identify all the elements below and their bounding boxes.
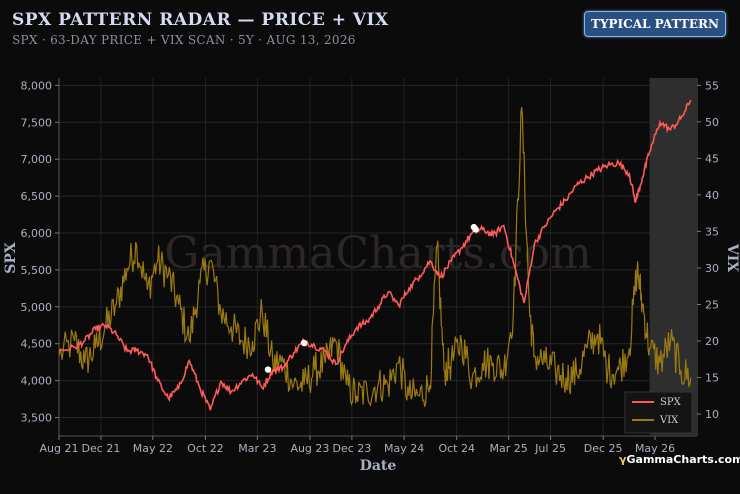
y-tick-label: 4,000 [21, 375, 53, 388]
vix-series [58, 107, 692, 407]
typical-pattern-badge[interactable]: TYPICAL PATTERN [584, 11, 726, 37]
vix-line [58, 107, 692, 407]
x-tick-label: Mar 23 [238, 442, 276, 455]
legend-vix-label: VIX [659, 415, 679, 426]
pattern-marker [264, 366, 272, 373]
y-tick-label: 6,500 [21, 190, 53, 203]
pattern-markers [264, 223, 479, 373]
y2-tick-label: 25 [705, 298, 719, 311]
x-tick-label: Aug 23 [290, 442, 329, 455]
x-tick-label: Dec 23 [332, 442, 371, 455]
x-tick-label: Jul 25 [534, 442, 566, 455]
y-axis-label: SPX [3, 242, 19, 274]
y2-axis-label: VIX [724, 243, 740, 272]
y-tick-label: 3,500 [21, 412, 53, 425]
y2-tick-label: 30 [705, 262, 719, 275]
spx-line [58, 99, 692, 411]
legend: SPX VIX [624, 391, 693, 434]
spx-series [58, 99, 692, 411]
y2-axis-ticks: 10 15 20 25 30 35 40 45 50 55 [697, 79, 719, 421]
y-tick-label: 5,000 [21, 301, 53, 314]
y2-tick-label: 15 [705, 372, 719, 385]
y-tick-label: 7,500 [21, 116, 53, 129]
x-tick-label: Dec 25 [584, 442, 623, 455]
pattern-marker [472, 226, 479, 233]
y-tick-label: 8,000 [21, 79, 53, 92]
x-tick-label: Mar 25 [490, 442, 528, 455]
x-tick-label: Oct 24 [438, 442, 475, 455]
gamma-icon: γ [619, 453, 627, 466]
y2-tick-label: 35 [705, 225, 719, 238]
x-axis-label: Date [360, 458, 397, 474]
y-axis-ticks: 3,500 4,000 4,500 5,000 5,500 6,000 6,500 7,000… [21, 79, 59, 425]
y2-tick-label: 50 [705, 116, 719, 129]
x-tick-label: Aug 21 [40, 442, 79, 455]
x-axis-ticks: Aug 21 Dec 21 May 22 Oct 22 Mar 23 Aug 23 Dec … [40, 436, 675, 455]
x-tick-label: May 26 [635, 442, 675, 455]
brand-logo: γGammaCharts.com [619, 453, 740, 466]
chart-subtitle: SPX · 63-DAY PRICE + VIX SCAN · 5Y · AUG… [12, 33, 356, 47]
chart-title: SPX PATTERN RADAR — PRICE + VIX [12, 10, 389, 30]
y2-tick-label: 20 [705, 335, 719, 348]
y-tick-label: 4,500 [21, 338, 53, 351]
x-tick-label: May 22 [133, 442, 173, 455]
pattern-marker [300, 339, 308, 347]
watermark-text: GammaCharts.com [164, 228, 591, 279]
y2-tick-label: 10 [705, 408, 719, 421]
y-tick-label: 6,000 [21, 227, 53, 240]
legend-spx-label: SPX [660, 397, 682, 408]
y2-tick-label: 45 [705, 152, 719, 165]
y-tick-label: 7,000 [21, 153, 53, 166]
highlight-region [649, 78, 697, 436]
x-tick-label: May 24 [384, 442, 424, 455]
y-tick-label: 5,500 [21, 264, 53, 277]
y2-tick-label: 55 [705, 79, 719, 92]
x-tick-label: Oct 22 [187, 442, 224, 455]
x-tick-label: Dec 21 [82, 442, 121, 455]
y2-tick-label: 40 [705, 189, 719, 202]
brand-text: GammaCharts.com [626, 453, 740, 466]
